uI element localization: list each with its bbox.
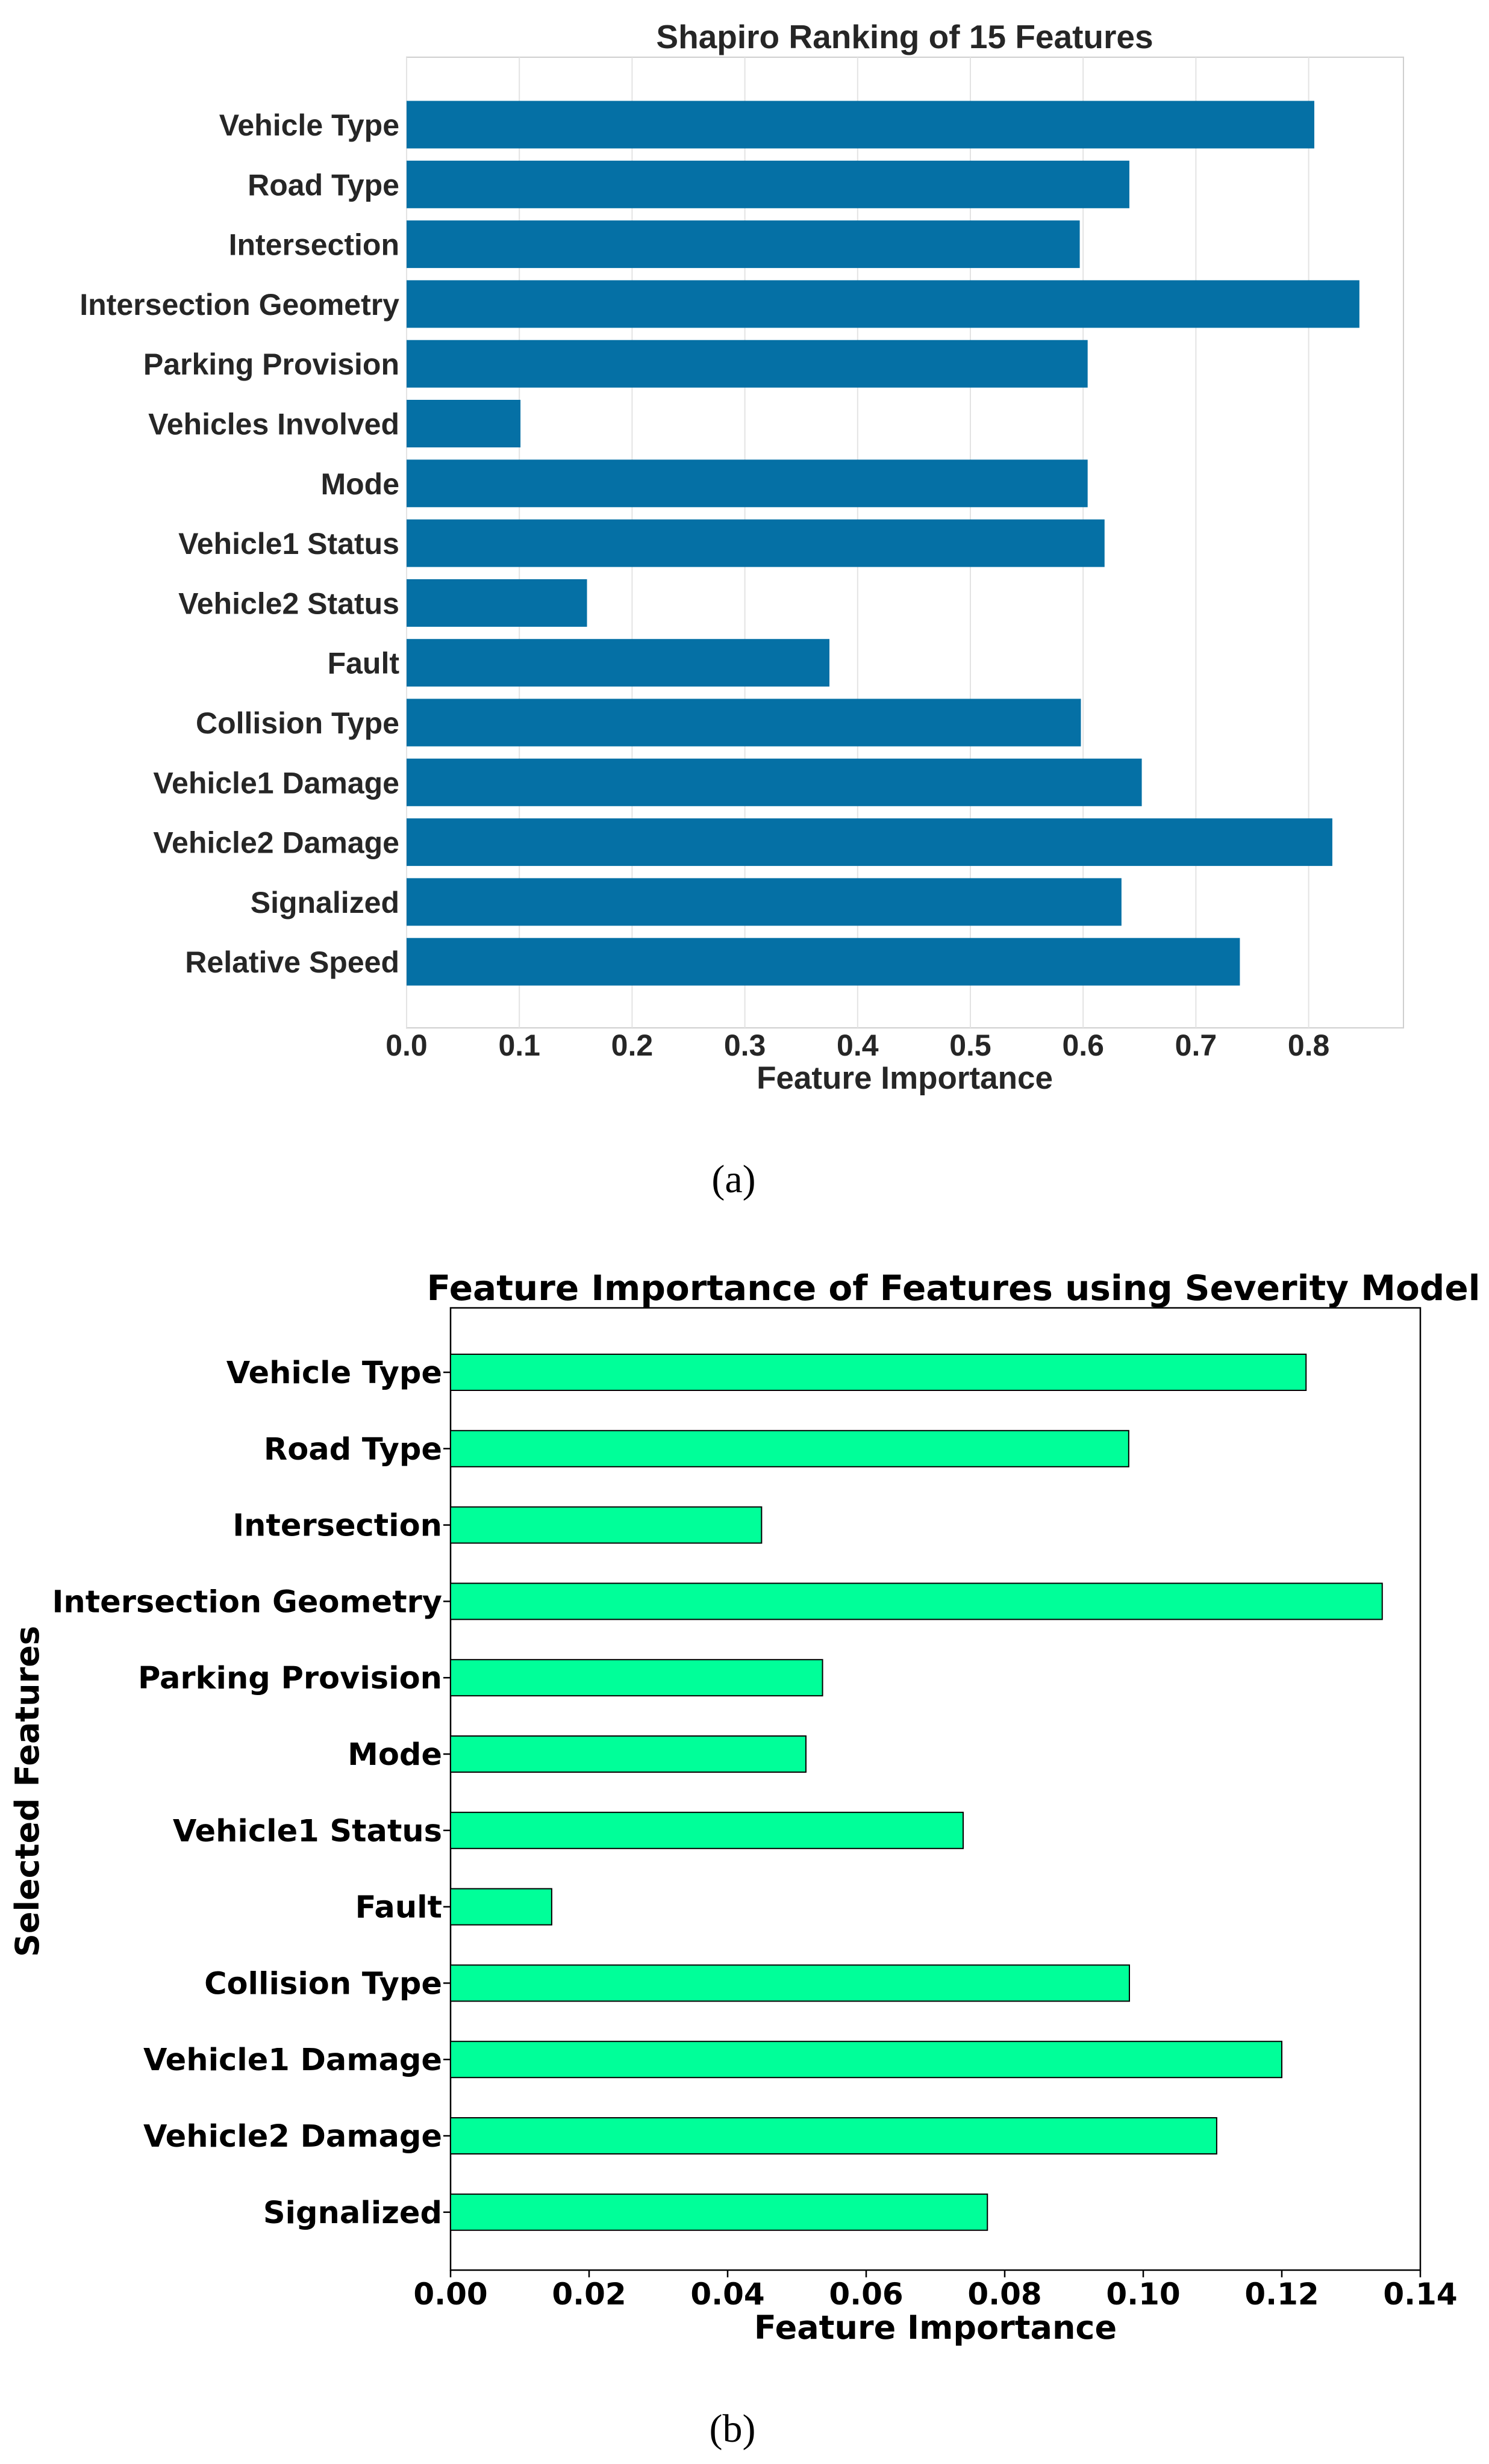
chart-a-category-labels: Vehicle Type Road Type Intersection Interse… xyxy=(80,108,399,979)
chart-b-category-label: Vehicle Type xyxy=(226,1355,442,1391)
chart-b-bar xyxy=(450,1354,1307,1391)
chart-b-bars xyxy=(450,1354,1383,2231)
chart-a-bars xyxy=(407,101,1359,986)
chart-a-category-label: Intersection Geometry xyxy=(80,288,399,322)
chart-b-category-label: Intersection Geometry xyxy=(52,1584,442,1620)
chart-b-tick-label: 0.02 xyxy=(552,2277,626,2312)
chart-b-tick-labels: 0.00 0.02 0.04 0.06 0.08 0.10 0.12 0.14 xyxy=(413,2270,1458,2312)
chart-b-category-label: Signalized xyxy=(263,2195,442,2231)
chart-a-category-label: Vehicle2 Damage xyxy=(153,826,399,860)
chart-b-bar xyxy=(450,1964,1130,2002)
chart-b-tick-label: 0.08 xyxy=(967,2277,1041,2312)
chart-b-tick-label: 0.06 xyxy=(829,2277,903,2312)
chart-b-category-label: Road Type xyxy=(264,1432,442,1467)
chart-a-category-label: Vehicles Involved xyxy=(148,408,399,441)
chart-a-bar xyxy=(407,400,521,447)
chart-b-x-axis-label: Feature Importance xyxy=(754,2309,1117,2347)
chart-b-bar xyxy=(450,1430,1129,1467)
chart-b-bar xyxy=(450,2117,1217,2154)
chart-a-bar xyxy=(407,938,1240,986)
chart-a-category-label: Intersection xyxy=(229,228,399,262)
chart-a-category-label: Mode xyxy=(320,467,399,501)
chart-a-tick-label: 0.1 xyxy=(498,1028,540,1062)
chart-b-tick-label: 0.10 xyxy=(1106,2277,1180,2312)
chart-b-bar xyxy=(450,1811,964,1849)
chart-b-y-axis-label: Selected Features xyxy=(8,1626,46,1957)
chart-a-tick-labels: 0.0 0.1 0.2 0.3 0.4 0.5 0.6 0.7 0.8 xyxy=(386,1028,1329,1062)
chart-a-bar xyxy=(407,459,1088,508)
chart-a-tick-label: 0.7 xyxy=(1175,1028,1217,1062)
chart-b-category-label: Vehicle2 Damage xyxy=(143,2119,442,2154)
chart-a-bar xyxy=(407,698,1081,747)
chart-b-bar xyxy=(450,1735,807,1773)
chart-b-bar xyxy=(450,1582,1383,1620)
chart-b-title: Feature Importance of Features using Sev… xyxy=(426,1268,1480,1308)
chart-a-category-label: Collision Type xyxy=(196,706,399,740)
chart-a-category-label: Vehicle2 Status xyxy=(178,586,399,620)
chart-a-bar xyxy=(407,579,587,627)
chart-b-category-labels: Vehicle Type Road Type Intersection Interse… xyxy=(52,1355,451,2231)
chart-a-bar xyxy=(407,280,1359,328)
chart-a-tick-label: 0.4 xyxy=(837,1028,879,1062)
chart-a-category-label: Relative Speed xyxy=(185,945,399,979)
chart-b-tick-label: 0.12 xyxy=(1244,2277,1319,2312)
chart-a-category-label: Signalized xyxy=(251,886,399,919)
chart-a-category-label: Road Type xyxy=(248,168,399,202)
chart-a-bar xyxy=(407,160,1129,208)
chart-b-bar xyxy=(450,1888,552,1926)
chart-b-category-label: Mode xyxy=(348,1737,442,1773)
chart-a-bar xyxy=(407,639,829,687)
chart-a-tick-label: 0.8 xyxy=(1288,1028,1330,1062)
chart-a-bar xyxy=(407,220,1080,269)
chart-a-tick-label: 0.6 xyxy=(1062,1028,1104,1062)
chart-b-category-label: Intersection xyxy=(233,1508,442,1544)
chart-b-caption: (b) xyxy=(710,2407,756,2451)
chart-a-caption: (a) xyxy=(711,1157,755,1201)
chart-a-category-label: Vehicle Type xyxy=(219,108,399,142)
chart-b-plot-area xyxy=(449,1307,1422,2271)
chart-a-tick-label: 0.0 xyxy=(386,1028,428,1062)
chart-a: Vehicle Type Road Type Intersection Interse… xyxy=(80,18,1404,1201)
chart-a-bar xyxy=(407,519,1105,567)
chart-b-bar xyxy=(450,1659,823,1697)
chart-a-category-label: Fault xyxy=(328,647,400,680)
chart-b-category-label: Parking Provision xyxy=(138,1661,442,1696)
chart-b-tick-label: 0.14 xyxy=(1383,2277,1457,2312)
chart-b-bar xyxy=(450,2193,988,2231)
chart-a-bar xyxy=(407,818,1332,866)
chart-b-category-label: Vehicle1 Damage xyxy=(143,2042,442,2078)
chart-a-bar xyxy=(407,878,1122,926)
chart-a-bar xyxy=(407,340,1088,388)
chart-a-title: Shapiro Ranking of 15 Features xyxy=(656,18,1153,55)
chart-a-bar xyxy=(407,101,1314,149)
chart-b-category-label: Collision Type xyxy=(204,1966,442,2002)
chart-a-tick-label: 0.3 xyxy=(724,1028,766,1062)
chart-a-category-label: Parking Provision xyxy=(143,347,399,381)
chart-a-tick-label: 0.2 xyxy=(611,1028,654,1062)
chart-b: Vehicle Type Road Type Intersection Interse… xyxy=(8,1268,1481,2451)
chart-a-tick-label: 0.5 xyxy=(949,1028,991,1062)
chart-b-category-label: Fault xyxy=(355,1890,442,1926)
chart-a-category-label: Vehicle1 Damage xyxy=(153,766,399,800)
chart-b-tick-label: 0.00 xyxy=(413,2277,487,2312)
chart-b-bar xyxy=(450,1506,763,1544)
chart-a-category-label: Vehicle1 Status xyxy=(178,527,399,561)
chart-a-x-axis-label: Feature Importance xyxy=(757,1060,1053,1096)
chart-b-bar xyxy=(450,2041,1282,2079)
chart-b-category-label: Vehicle1 Status xyxy=(173,1814,442,1849)
chart-b-tick-label: 0.04 xyxy=(690,2277,764,2312)
chart-a-bar xyxy=(407,758,1142,806)
